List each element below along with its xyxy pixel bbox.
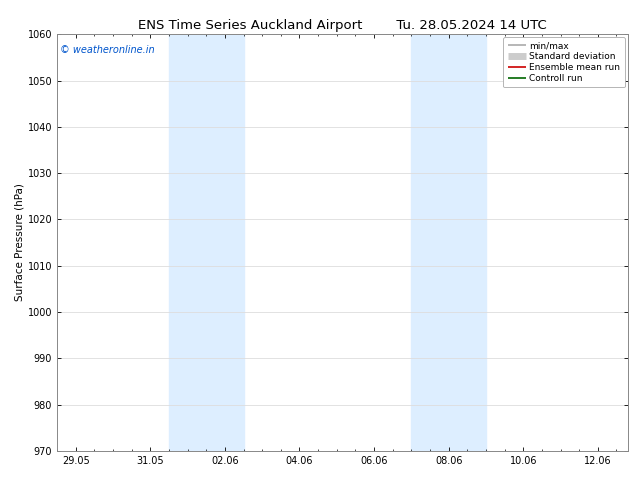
Y-axis label: Surface Pressure (hPa): Surface Pressure (hPa) [15, 184, 25, 301]
Bar [411, 34, 486, 451]
Text: © weatheronline.in: © weatheronline.in [60, 45, 155, 55]
Bar [169, 34, 243, 451]
Legend: min/max, Standard deviation, Ensemble mean run, Controll run: min/max, Standard deviation, Ensemble me… [503, 37, 625, 87]
Title: ENS Time Series Auckland Airport        Tu. 28.05.2024 14 UTC: ENS Time Series Auckland Airport Tu. 28.… [138, 19, 547, 32]
